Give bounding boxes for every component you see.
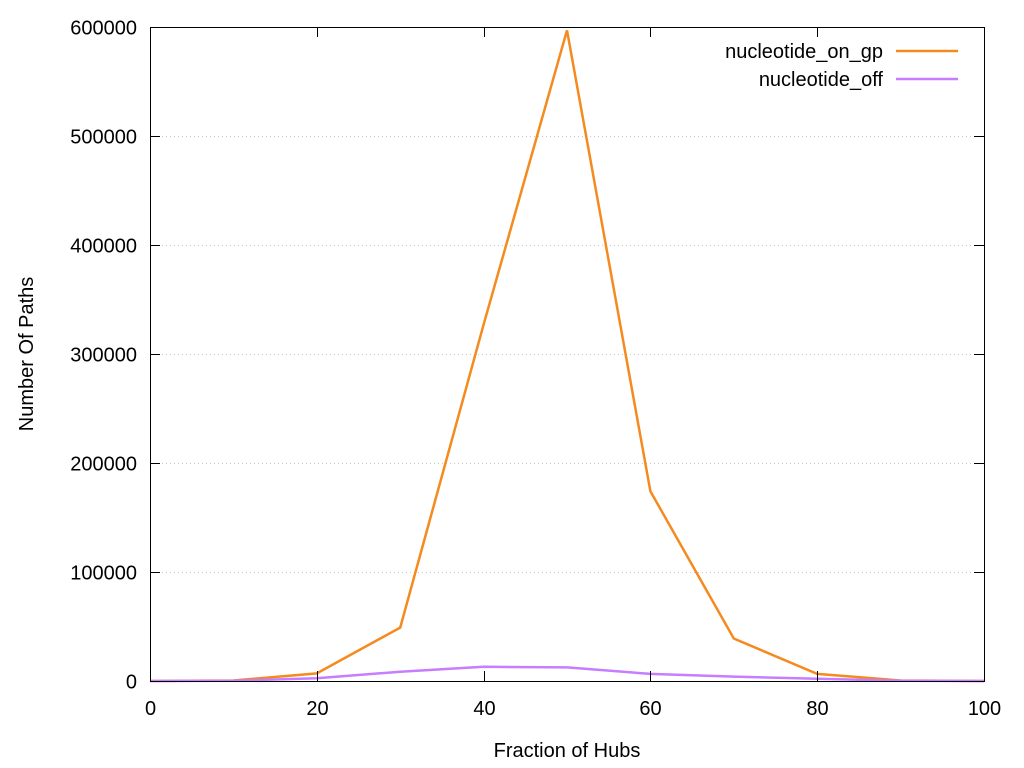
tick-labels: 0 100000 200000 300000 400000 500000 600000 0 20… [70, 18, 1001, 721]
legend-label: nucleotide_on_gp [725, 41, 883, 63]
x-tick-label: 40 [473, 698, 495, 720]
x-tick-label: 80 [806, 698, 828, 720]
x-tick-label: 60 [639, 698, 661, 720]
y-axis-title: Number Of Paths [16, 277, 38, 432]
grid-lines [150, 136, 984, 573]
series-line-nucleotide_on_gp [149, 29, 985, 683]
x-tick-label: 100 [968, 698, 1001, 720]
y-tick-label: 200000 [70, 454, 137, 476]
legend: nucleotide_on_gp nucleotide_off [725, 41, 958, 91]
y-tick-label: 500000 [70, 127, 137, 149]
axis-ticks [150, 27, 985, 682]
y-tick-label: 100000 [70, 563, 137, 585]
series-lines [149, 29, 985, 683]
y-tick-label: 300000 [70, 345, 137, 367]
x-tick-label: 0 [145, 698, 156, 720]
legend-label: nucleotide_off [759, 69, 884, 91]
plot-frame [150, 27, 985, 682]
y-tick-label: 400000 [70, 236, 137, 258]
x-axis-title: Fraction of Hubs [494, 740, 641, 762]
y-tick-label: 0 [126, 672, 137, 694]
series-line-nucleotide_off [149, 665, 985, 683]
y-tick-label: 600000 [70, 18, 137, 40]
x-tick-label: 20 [306, 698, 328, 720]
